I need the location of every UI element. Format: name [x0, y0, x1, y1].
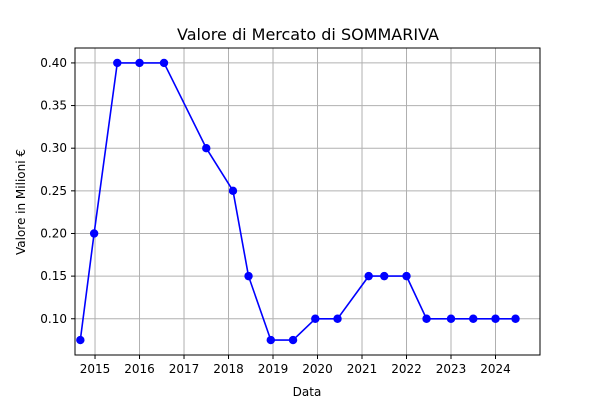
chart-title: Valore di Mercato di SOMMARIVA	[177, 25, 439, 44]
x-tick-label: 2020	[302, 362, 333, 376]
x-axis-ticks: 2015 2016 2017 2018 2019 2020 2021 2022 2023 2024	[80, 355, 511, 376]
y-tick-label: 0.30	[40, 141, 67, 155]
data-point	[89, 229, 99, 238]
data-point	[511, 314, 520, 323]
y-tick-label: 0.40	[40, 56, 67, 70]
y-tick-label: 0.20	[40, 226, 67, 240]
data-point	[469, 314, 478, 323]
data-point	[228, 186, 238, 196]
data-point	[135, 58, 144, 68]
data-series	[76, 58, 520, 345]
grid-lines	[75, 48, 540, 355]
y-tick-label: 0.25	[40, 184, 67, 198]
data-point	[380, 271, 389, 281]
data-point	[76, 335, 85, 345]
x-tick-label: 2023	[436, 362, 467, 376]
y-axis-label: Valore in Milioni €	[14, 149, 28, 255]
x-tick-label: 2016	[124, 362, 155, 376]
x-tick-label: 2017	[169, 362, 200, 376]
x-tick-label: 2021	[347, 362, 378, 376]
x-tick-label: 2019	[258, 362, 289, 376]
data-point	[364, 271, 373, 281]
x-tick-label: 2015	[80, 362, 111, 376]
data-point	[402, 271, 411, 281]
data-point	[311, 314, 320, 323]
data-point	[202, 144, 211, 153]
x-tick-label: 2018	[213, 362, 244, 376]
x-tick-label: 2024	[480, 362, 511, 376]
data-point	[266, 335, 275, 345]
y-tick-label: 0.10	[40, 312, 67, 326]
data-point	[288, 335, 298, 345]
data-point	[159, 58, 169, 68]
x-axis-label: Data	[293, 385, 322, 399]
data-point	[422, 314, 431, 323]
y-axis-ticks: 0.10 0.15 0.20 0.25 0.30 0.35 0.40	[40, 56, 75, 326]
data-point	[333, 314, 342, 323]
plot-frame	[74, 47, 541, 356]
y-tick-label: 0.15	[40, 269, 67, 283]
data-point	[491, 314, 500, 323]
data-point	[113, 58, 122, 68]
y-tick-label: 0.35	[40, 99, 67, 113]
x-tick-label: 2022	[391, 362, 422, 376]
data-point	[446, 314, 456, 323]
data-point	[244, 271, 253, 281]
